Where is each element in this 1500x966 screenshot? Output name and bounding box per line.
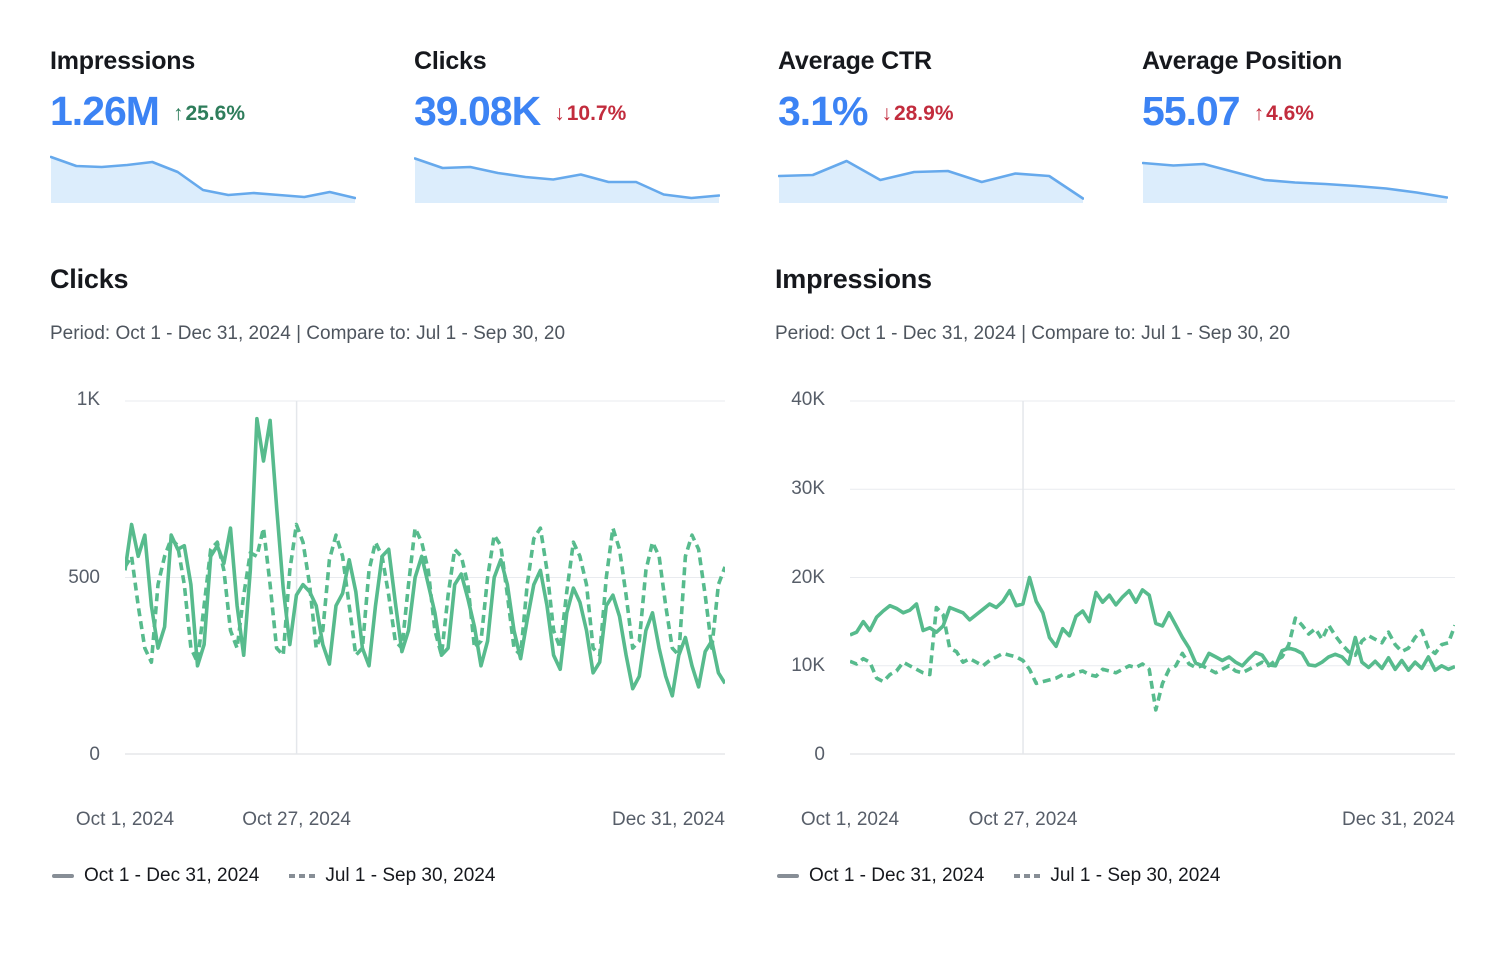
kpi-card-impressions[interactable]: Impressions 1.26M ↑ 25.6% (50, 46, 356, 204)
kpi-title: Clicks (414, 47, 487, 75)
kpi-value: 55.07 (1142, 88, 1241, 134)
y-axis: 0 500 1K (50, 389, 100, 765)
y-axis-label: 40K (791, 389, 825, 410)
kpi-card-average-position[interactable]: Average Position 55.07 ↑ 4.6% (1142, 46, 1448, 204)
kpi-delta-value: 4.6% (1266, 102, 1314, 125)
chart-legend: Oct 1 - Dec 31, 2024 Jul 1 - Sep 30, 202… (52, 865, 725, 887)
y-axis-label: 20K (791, 566, 825, 588)
impressions-chart-section: Impressions Period: Oct 1 - Dec 31, 2024… (775, 262, 1500, 887)
x-axis-label: Oct 27, 2024 (242, 809, 351, 830)
y-axis-label: 10K (791, 655, 825, 677)
clicks-chart-section: Clicks Period: Oct 1 - Dec 31, 2024 | Co… (50, 262, 727, 887)
legend-item-compare-period[interactable]: Jul 1 - Sep 30, 2024 (1014, 865, 1220, 887)
legend-solid-line-marker-icon (52, 874, 74, 878)
chart-legend: Oct 1 - Dec 31, 2024 Jul 1 - Sep 30, 202… (777, 865, 1500, 887)
impressions-chart-plot (849, 400, 1457, 755)
clicks-chart-plot (123, 400, 727, 755)
kpi-delta: ↑ 4.6% (1254, 102, 1314, 126)
impressions-sparkline (50, 155, 356, 203)
legend-label: Jul 1 - Sep 30, 2024 (325, 865, 496, 886)
legend-solid-line-marker-icon (777, 874, 799, 878)
legend-item-compare-period[interactable]: Jul 1 - Sep 30, 2024 (289, 865, 495, 887)
legend-item-current-period[interactable]: Oct 1 - Dec 31, 2024 (777, 865, 984, 887)
clicks-chart-plot-area: 0 500 1K (68, 389, 727, 765)
arrow-up-icon: ↑ (172, 102, 184, 125)
kpi-value: 1.26M (50, 88, 160, 134)
kpi-value-row: 55.07 ↑ 4.6% (1142, 87, 1448, 135)
kpi-card-average-ctr[interactable]: Average CTR 3.1% ↓ 28.9% (778, 46, 1084, 204)
kpi-value: 39.08K (414, 88, 541, 134)
arrow-down-icon: ↓ (881, 102, 892, 125)
kpi-delta-value: 28.9% (893, 102, 954, 125)
charts-row: Clicks Period: Oct 1 - Dec 31, 2024 | Co… (50, 262, 1500, 887)
legend-label: Jul 1 - Sep 30, 2024 (1050, 865, 1221, 886)
legend-label: Oct 1 - Dec 31, 2024 (809, 865, 985, 886)
legend-dashed-line-marker-icon (1014, 874, 1041, 878)
impressions-chart-plot-area: 0 10K 20K 30K 40K (791, 389, 1457, 765)
kpi-title: Average Position (1142, 47, 1343, 75)
kpi-delta-value: 10.7% (566, 102, 627, 125)
kpi-card-clicks[interactable]: Clicks 39.08K ↓ 10.7% (414, 46, 720, 204)
x-axis: Oct 1, 2024 Oct 27, 2024 Dec 31, 2024 (801, 809, 1455, 835)
x-axis-label: Dec 31, 2024 (611, 809, 725, 830)
arrow-up-icon: ↑ (1253, 102, 1265, 125)
clicks-sparkline (414, 157, 720, 203)
kpi-value-row: 3.1% ↓ 28.9% (778, 87, 1084, 135)
chart-period: Period: Oct 1 - Dec 31, 2024 | Compare t… (50, 323, 566, 344)
legend-dashed-line-marker-icon (289, 874, 316, 878)
y-axis-label: 1K (76, 389, 100, 410)
kpi-value-row: 39.08K ↓ 10.7% (414, 87, 720, 135)
x-axis-label: Oct 27, 2024 (968, 809, 1078, 830)
y-axis-label: 30K (791, 477, 825, 499)
chart-title: Impressions (775, 264, 932, 294)
kpi-title: Average CTR (778, 47, 932, 75)
x-axis: Oct 1, 2024 Oct 27, 2024 Dec 31, 2024 (76, 809, 725, 835)
y-axis-label: 500 (68, 566, 100, 588)
y-axis: 0 10K 20K 30K 40K (775, 389, 825, 765)
x-axis-label: Oct 1, 2024 (800, 809, 900, 830)
kpi-title: Impressions (50, 47, 196, 75)
kpi-value-row: 1.26M ↑ 25.6% (50, 87, 356, 135)
chart-title: Clicks (50, 264, 129, 294)
kpi-delta-value: 25.6% (185, 102, 245, 125)
legend-item-current-period[interactable]: Oct 1 - Dec 31, 2024 (52, 865, 259, 887)
kpi-cards-row: Impressions 1.26M ↑ 25.6% Clicks 39.08K … (50, 0, 1500, 204)
average-ctr-sparkline (778, 159, 1084, 203)
kpi-delta: ↑ 25.6% (173, 102, 245, 126)
average-position-sparkline (1142, 161, 1448, 203)
kpi-delta: ↓ 10.7% (554, 102, 626, 126)
arrow-down-icon: ↓ (554, 102, 565, 125)
x-axis-label: Dec 31, 2024 (1341, 809, 1455, 830)
kpi-delta: ↓ 28.9% (881, 102, 953, 126)
kpi-value: 3.1% (778, 88, 868, 134)
y-axis-label: 0 (814, 744, 825, 765)
legend-label: Oct 1 - Dec 31, 2024 (84, 865, 260, 886)
chart-period: Period: Oct 1 - Dec 31, 2024 | Compare t… (775, 323, 1291, 344)
x-axis-label: Oct 1, 2024 (75, 809, 175, 830)
y-axis-label: 0 (89, 744, 100, 765)
